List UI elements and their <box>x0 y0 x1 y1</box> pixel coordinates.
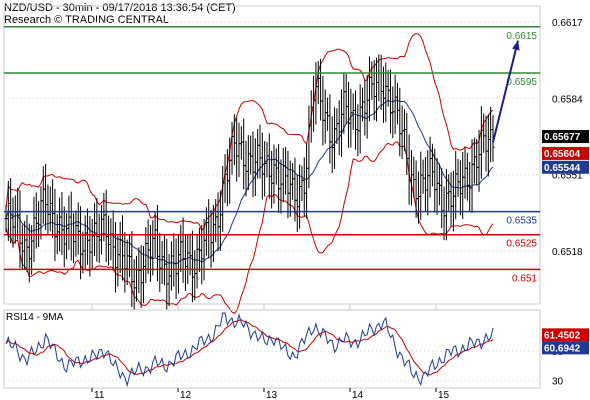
rsi-tag-label: 60.6942 <box>544 343 581 354</box>
chart-title: NZD/USD - 30min - 09/17/2018 13:36:54 (C… <box>4 2 236 14</box>
chart-subtitle: Research © TRADING CENTRAL <box>4 14 169 26</box>
level-label: 0.6595 <box>506 77 537 88</box>
rsi-title: RSI14 - 9MA <box>6 312 64 323</box>
rsi-tag <box>542 341 589 355</box>
x-tick-label: 11 <box>94 390 105 400</box>
price-panel-frame <box>3 5 541 305</box>
price-panel: 0.6615 0.6595 0.6535 0.6525 0.651 <box>3 5 541 315</box>
price-tick-label: 0.6584 <box>552 94 583 105</box>
x-tick-label: 15 <box>438 390 450 400</box>
price-tag <box>542 160 589 174</box>
bollinger-lower-band <box>5 141 494 315</box>
price-tick-label: 0.6551 <box>552 171 583 182</box>
level-label: 0.6525 <box>506 239 537 250</box>
price-tag-label: 0.65544 <box>544 163 581 174</box>
x-tick-label: 13 <box>266 390 278 400</box>
axes: 0.6617 0.6584 0.6551 0.6518 0.65677 0.65604 0.… <box>91 18 589 400</box>
price-tick-label: 0.6518 <box>552 247 583 258</box>
rsi-panel-frame <box>3 309 541 389</box>
rsi-tag <box>542 328 589 342</box>
level-label: 0.6615 <box>506 31 537 42</box>
level-label: 0.651 <box>512 273 537 284</box>
forecast-arrowhead <box>512 40 520 51</box>
bollinger-upper-band <box>5 32 494 232</box>
price-tag <box>542 146 589 160</box>
rsi-ma-line <box>5 319 494 376</box>
rsi-tag-label: 61.4502 <box>544 330 581 341</box>
forecast-arrow <box>492 40 519 143</box>
price-tick-label: 0.6617 <box>552 18 583 29</box>
rsi-line <box>5 312 494 388</box>
price-tag <box>542 130 589 144</box>
price-tag-label: 0.65677 <box>544 132 581 143</box>
x-tick-label: 12 <box>180 390 192 400</box>
x-tick-label: 14 <box>352 390 364 400</box>
rsi-panel: RSI14 - 9MA <box>3 309 541 389</box>
level-label: 0.6535 <box>506 216 537 227</box>
price-tag-label: 0.65604 <box>544 149 581 160</box>
rsi-tick-label: 30 <box>552 377 564 388</box>
